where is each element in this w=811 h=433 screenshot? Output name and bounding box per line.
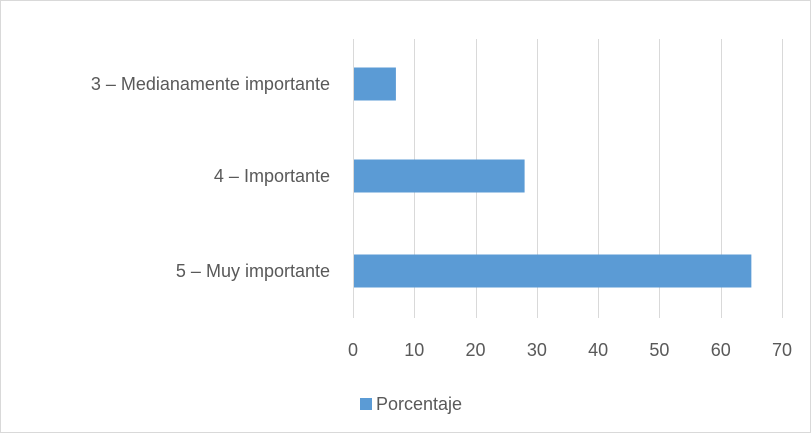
x-tick-label-40: 40 xyxy=(588,340,608,360)
bar-3 xyxy=(354,254,752,288)
x-axis-tick-labels: 0 10 20 30 40 50 60 70 xyxy=(348,340,792,360)
category-label-3: 5 – Muy importante xyxy=(176,261,330,281)
bar-1 xyxy=(354,67,396,101)
x-tick-label-60: 60 xyxy=(711,340,731,360)
x-tick-label-10: 10 xyxy=(404,340,424,360)
x-tick-label-30: 30 xyxy=(527,340,547,360)
bar-2 xyxy=(354,159,525,193)
category-labels: 3 – Medianamente importante 4 – Important… xyxy=(91,74,330,281)
legend-label-porcentaje: Porcentaje xyxy=(376,394,462,414)
x-tick-label-20: 20 xyxy=(466,340,486,360)
legend: Porcentaje xyxy=(360,394,462,414)
category-label-1: 3 – Medianamente importante xyxy=(91,74,330,94)
x-tick-label-0: 0 xyxy=(348,340,358,360)
bars xyxy=(354,67,752,288)
x-tick-label-50: 50 xyxy=(649,340,669,360)
x-tick-label-70: 70 xyxy=(772,340,792,360)
category-label-2: 4 – Importante xyxy=(214,166,330,186)
legend-swatch-porcentaje xyxy=(360,398,372,410)
